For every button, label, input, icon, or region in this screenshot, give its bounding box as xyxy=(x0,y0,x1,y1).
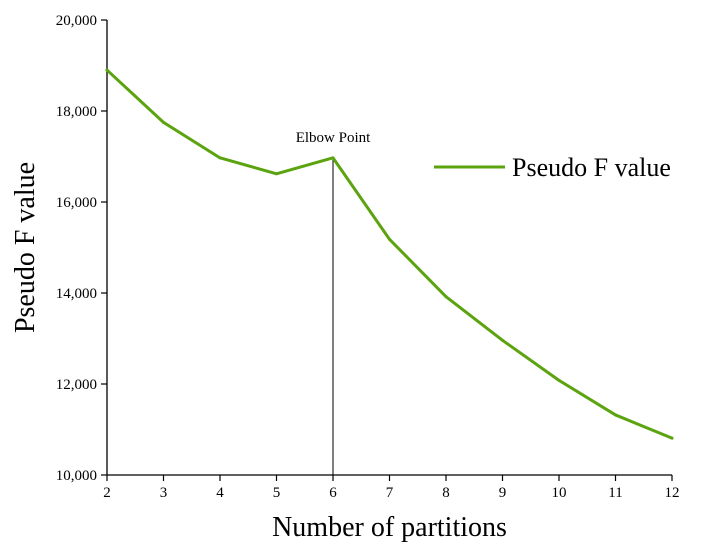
ticks: 2 3 4 5 6 7 8 9 10 11 12 10,000 12,000 14,000 16,000 18… xyxy=(56,13,680,501)
x-tick-label: 3 xyxy=(160,485,168,501)
legend-label: Pseudo F value xyxy=(512,153,671,182)
axes xyxy=(106,20,672,476)
x-tick-label: 10 xyxy=(552,485,567,501)
data-point xyxy=(105,68,109,72)
x-tick-label: 2 xyxy=(103,485,111,501)
x-tick-label: 4 xyxy=(216,485,224,501)
y-tick-label: 14,000 xyxy=(56,286,97,302)
data-point xyxy=(614,413,617,417)
y-tick-label: 16,000 xyxy=(56,195,97,211)
series-line xyxy=(105,68,674,440)
y-tick-label: 18,000 xyxy=(56,104,97,120)
x-tick-label: 12 xyxy=(665,485,680,501)
data-point xyxy=(444,295,448,299)
legend: Pseudo F value xyxy=(434,153,671,182)
data-point xyxy=(557,378,561,382)
x-tick-label: 6 xyxy=(329,485,337,501)
y-tick-label: 10,000 xyxy=(56,468,97,484)
y-tick-label: 12,000 xyxy=(56,377,97,393)
y-axis-title: Pseudo F value xyxy=(10,162,41,333)
data-point xyxy=(670,436,674,440)
data-point xyxy=(501,338,504,342)
y-tick-label: 20,000 xyxy=(56,13,97,29)
x-tick-label: 5 xyxy=(273,485,281,501)
data-point xyxy=(162,120,165,124)
x-axis-title: Number of partitions xyxy=(272,512,507,543)
data-point xyxy=(331,156,335,160)
data-point xyxy=(218,156,222,160)
x-tick-label: 9 xyxy=(499,485,507,501)
data-point xyxy=(275,172,278,176)
x-tick-label: 7 xyxy=(386,485,394,501)
elbow-point-annotation: Elbow Point xyxy=(296,130,371,146)
data-point xyxy=(388,237,391,241)
series-layer xyxy=(105,68,674,440)
annotation-layer: Elbow Point xyxy=(296,130,371,475)
x-tick-label: 8 xyxy=(442,485,450,501)
x-tick-label: 11 xyxy=(608,485,622,501)
